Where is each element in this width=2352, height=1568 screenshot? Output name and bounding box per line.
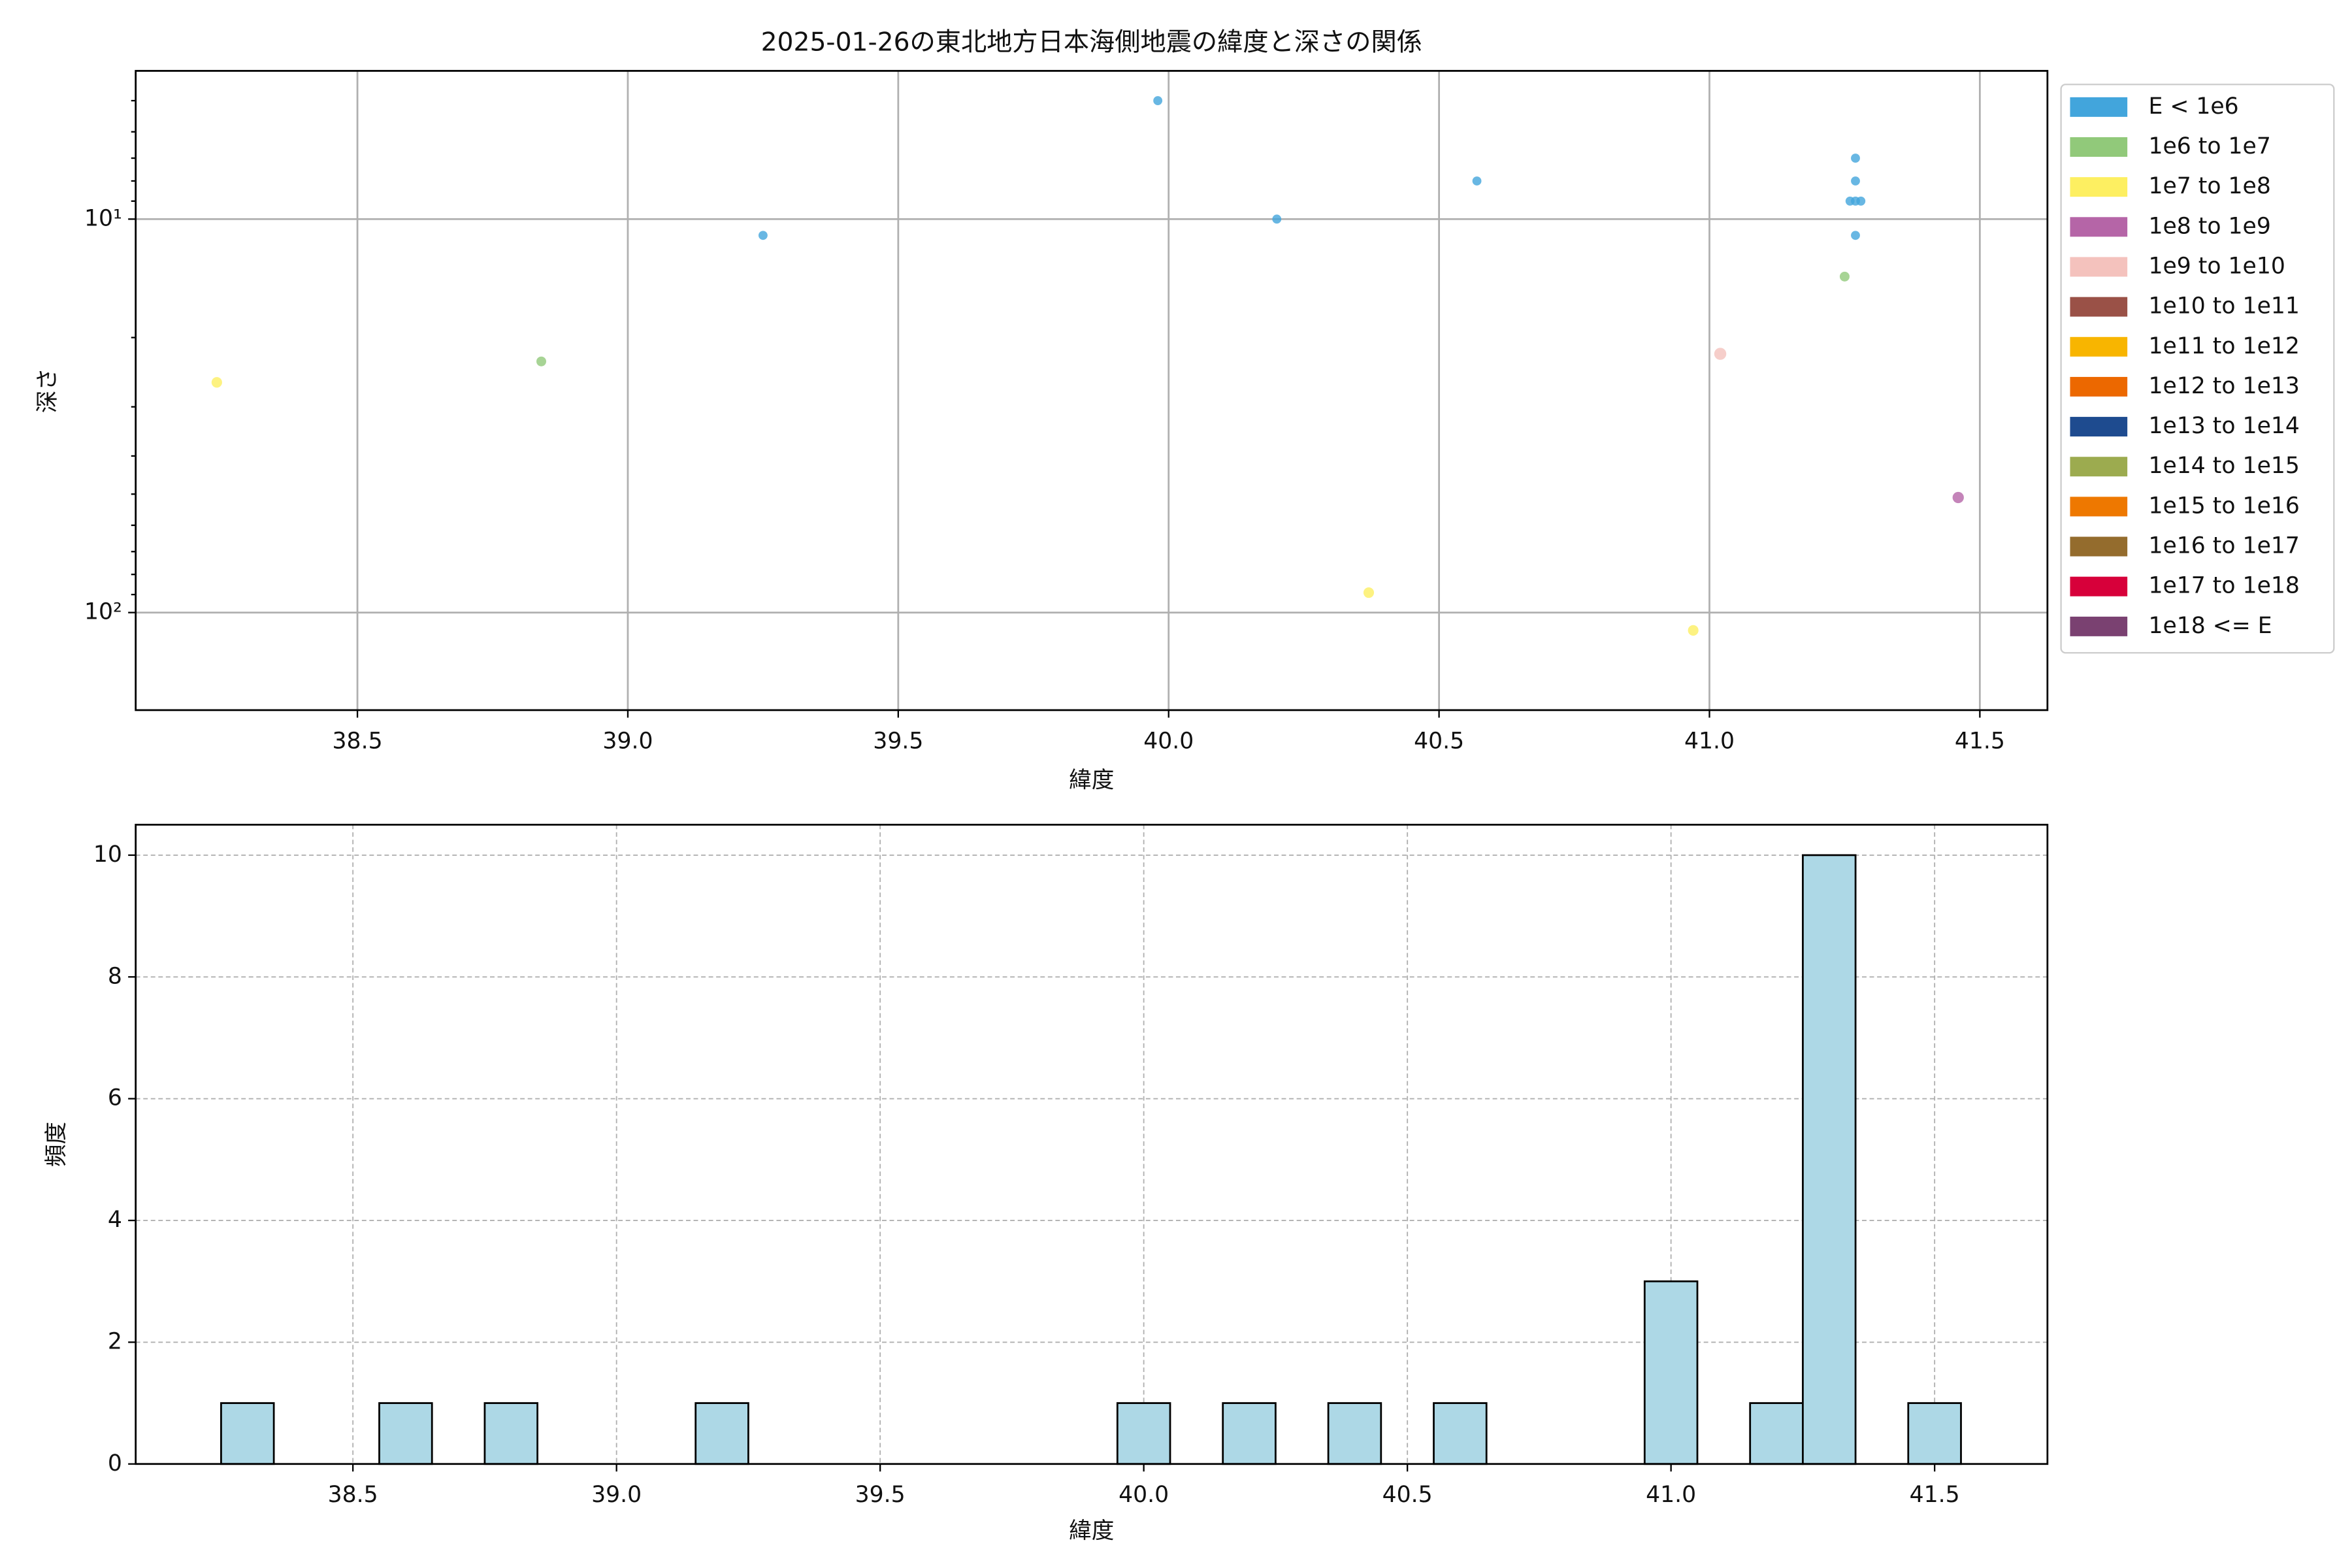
y-tick-label: 6 [108, 1085, 122, 1111]
axes-frame [135, 70, 2049, 711]
x-tick-label: 40.0 [1143, 728, 1194, 754]
bar [1116, 1402, 1171, 1465]
point [1952, 491, 1964, 504]
legend-swatch [2070, 336, 2128, 357]
y-tick-label: 8 [108, 963, 122, 989]
y-tick-label: 2 [108, 1328, 122, 1354]
bar [1643, 1280, 1699, 1465]
bar [1907, 1402, 1962, 1465]
bar [220, 1402, 275, 1465]
point [758, 231, 768, 240]
point [536, 356, 547, 367]
x-tick-label: 41.0 [1646, 1482, 1696, 1508]
legend-box [2060, 84, 2335, 654]
point [1851, 196, 1860, 206]
y-axis-label: 頻度 [44, 1122, 70, 1167]
legend-label: 1e13 to 1e14 [2148, 413, 2299, 439]
legend-swatch [2070, 497, 2128, 517]
legend-swatch [2070, 376, 2128, 397]
legend-swatch [2070, 417, 2128, 437]
x-tick-label: 40.5 [1414, 728, 1464, 754]
legend-label: 1e14 to 1e15 [2148, 453, 2299, 479]
point [1688, 625, 1699, 636]
y-axis-label: 深さ [35, 368, 61, 413]
bar [378, 1402, 433, 1465]
x-tick-label: 38.5 [333, 728, 383, 754]
bar [483, 1402, 539, 1465]
x-axis-label: 緯度 [1069, 1518, 1114, 1544]
legend-label: 1e10 to 1e11 [2148, 293, 2299, 319]
bar [1222, 1402, 1277, 1465]
x-tick-label: 39.0 [591, 1482, 642, 1508]
legend-swatch [2070, 576, 2128, 596]
bar [1802, 854, 1857, 1465]
point [1851, 176, 1860, 186]
chart-title: 2025-01-26の東北地方日本海側地震の緯度と深さの関係 [761, 27, 1422, 57]
legend-label: 1e11 to 1e12 [2148, 333, 2299, 359]
legend-label: 1e7 to 1e8 [2148, 173, 2270, 199]
legend-swatch [2070, 297, 2128, 317]
legend-swatch [2070, 97, 2128, 117]
x-tick-label: 41.5 [1955, 728, 2005, 754]
axes-frame [135, 823, 2049, 1465]
legend-swatch [2070, 457, 2128, 477]
point [1714, 348, 1727, 360]
x-tick-label: 40.0 [1119, 1482, 1169, 1508]
point [1851, 154, 1860, 163]
point [211, 377, 222, 388]
point [1851, 231, 1860, 240]
legend-label: 1e18 <= E [2148, 613, 2272, 639]
legend-label: 1e8 to 1e9 [2148, 213, 2270, 239]
legend-swatch [2070, 536, 2128, 557]
legend-swatch [2070, 257, 2128, 277]
x-tick-label: 41.5 [1910, 1482, 1960, 1508]
point [1839, 271, 1850, 282]
x-tick-label: 39.5 [873, 728, 923, 754]
y-tick-label: 10² [84, 599, 122, 625]
legend-label: 1e17 to 1e18 [2148, 573, 2299, 599]
x-tick-label: 39.5 [855, 1482, 906, 1508]
bar [1749, 1402, 1804, 1465]
legend-swatch [2070, 177, 2128, 197]
y-tick-label: 10 [93, 841, 122, 868]
bar [694, 1402, 749, 1465]
legend-label: 1e12 to 1e13 [2148, 373, 2299, 399]
point [1363, 587, 1375, 598]
legend-swatch [2070, 616, 2128, 636]
legend-label: 1e16 to 1e17 [2148, 533, 2299, 559]
x-tick-label: 41.0 [1684, 728, 1735, 754]
legend-label: E < 1e6 [2148, 93, 2238, 120]
legend-swatch [2070, 217, 2128, 237]
legend-label: 1e6 to 1e7 [2148, 133, 2270, 159]
point [1153, 96, 1163, 105]
x-tick-label: 40.5 [1382, 1482, 1433, 1508]
point [1472, 176, 1482, 186]
x-axis-label: 緯度 [1069, 767, 1114, 793]
y-tick-label: 0 [108, 1450, 122, 1477]
legend-label: 1e9 to 1e10 [2148, 253, 2285, 279]
legend-label: 1e15 to 1e16 [2148, 493, 2299, 519]
y-tick-label: 4 [108, 1207, 122, 1233]
x-tick-label: 38.5 [328, 1482, 378, 1508]
y-tick-label: 10¹ [84, 205, 122, 231]
bar [1433, 1402, 1488, 1465]
bar [1327, 1402, 1382, 1465]
x-tick-label: 39.0 [602, 728, 653, 754]
legend-swatch [2070, 137, 2128, 157]
point [1272, 214, 1282, 224]
